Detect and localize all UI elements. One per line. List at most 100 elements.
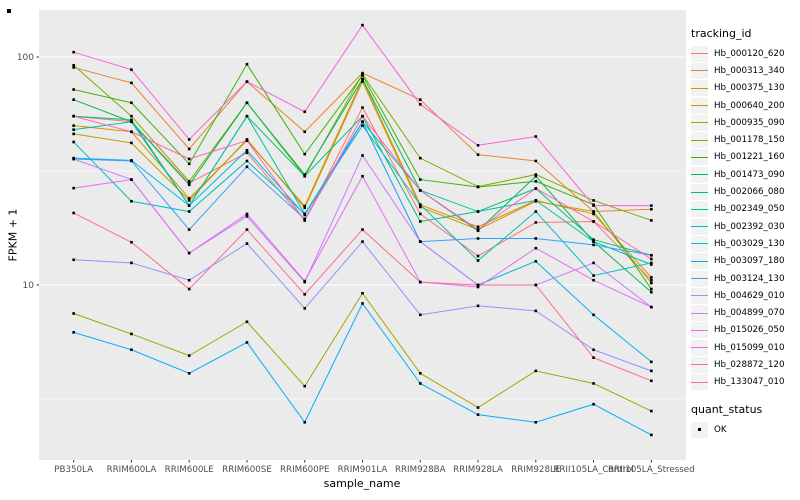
data-point	[418, 205, 422, 209]
legend-item: Hb_003124_130	[691, 270, 799, 287]
data-point	[187, 371, 191, 375]
data-point	[361, 240, 364, 243]
legend-item: Hb_001221_160	[691, 149, 799, 166]
data-point	[130, 332, 133, 336]
data-point	[72, 258, 75, 262]
data-point	[245, 320, 249, 324]
data-point	[245, 101, 249, 105]
legend-key-swatch	[691, 114, 708, 131]
data-point	[303, 307, 307, 310]
data-point	[418, 212, 422, 216]
data-point	[650, 369, 653, 373]
legend-key-swatch	[691, 201, 708, 218]
legend-item: Hb_004629_010	[691, 287, 799, 304]
data-point	[650, 253, 653, 257]
data-point	[592, 204, 595, 207]
data-point	[245, 80, 249, 83]
data-point	[245, 159, 249, 163]
legend-label: Hb_000313_340	[714, 65, 785, 76]
data-point	[650, 257, 653, 261]
legend-key-swatch	[691, 339, 708, 356]
data-point	[72, 312, 75, 315]
data-point	[650, 379, 653, 383]
data-point	[361, 77, 364, 81]
y-tick-label: 100	[17, 53, 34, 63]
legend-key-line-icon	[691, 139, 708, 141]
data-point	[361, 228, 364, 231]
data-point	[650, 276, 653, 279]
data-point	[245, 212, 249, 216]
data-point	[534, 260, 538, 263]
data-point	[534, 187, 538, 190]
data-point	[476, 153, 480, 156]
x-tick-label: RRIM600PE	[280, 465, 329, 475]
legend-item: Hb_000640_200	[691, 97, 799, 114]
data-point	[361, 124, 364, 127]
legend-key-swatch	[691, 132, 708, 149]
legend-key-line-icon	[691, 226, 708, 228]
legend-key-line-icon	[691, 381, 708, 383]
data-point	[592, 238, 595, 242]
data-point	[592, 348, 595, 352]
legend-label: Hb_003124_130	[714, 273, 785, 284]
data-point	[476, 283, 480, 287]
data-point	[130, 68, 133, 71]
data-point	[187, 157, 191, 161]
data-point	[303, 206, 307, 210]
legend-label: Hb_002066_080	[714, 187, 785, 198]
data-point	[476, 304, 480, 308]
data-point	[361, 106, 364, 109]
legend-item: Hb_003029_130	[691, 235, 799, 252]
data-point	[303, 130, 307, 134]
data-point	[303, 110, 307, 114]
legend-key-line-icon	[691, 208, 708, 210]
data-point	[534, 173, 538, 176]
legend-label: Hb_001473_090	[714, 169, 785, 180]
data-point	[650, 409, 653, 413]
x-axis-title: sample_name	[323, 477, 401, 490]
data-point	[187, 251, 191, 255]
data-point	[245, 139, 249, 142]
data-point	[72, 63, 75, 67]
x-tick-label: RRIM600LA	[107, 465, 157, 475]
data-point	[361, 154, 364, 157]
data-point	[418, 220, 422, 223]
panel-background	[39, 10, 686, 460]
data-point	[418, 98, 422, 101]
data-point	[476, 210, 480, 213]
data-point	[72, 88, 75, 91]
data-point	[130, 199, 133, 203]
data-point	[245, 62, 249, 66]
data-point	[187, 197, 191, 200]
data-point	[245, 165, 249, 169]
legend-label: Hb_000375_130	[714, 83, 785, 94]
data-point	[650, 290, 653, 294]
legend-key-line-icon	[691, 156, 708, 158]
x-tick-label: RRIM928BA	[395, 465, 446, 475]
legend-label: Hb_003029_130	[714, 238, 785, 249]
x-tick-label: RRIM928LE	[511, 465, 560, 475]
data-point	[72, 157, 75, 161]
data-point	[592, 382, 595, 385]
data-point	[534, 237, 538, 240]
legend-item: Hb_001178_150	[691, 131, 799, 149]
legend-item-ok: OK	[691, 421, 799, 438]
data-point	[303, 293, 307, 296]
legend-key-line-icon	[691, 191, 708, 193]
data-point	[72, 132, 75, 136]
legend-key-line-icon	[691, 347, 708, 349]
data-point	[418, 103, 422, 106]
x-tick-label: RRII105LA_Control	[553, 465, 634, 475]
legend-key-line-icon	[691, 105, 708, 107]
data-point	[361, 74, 364, 77]
data-point	[361, 174, 364, 178]
legend-key-line-icon	[691, 329, 708, 331]
data-point	[592, 210, 595, 213]
legend-label: Hb_003097_180	[714, 256, 785, 267]
legend-key-line-icon	[691, 87, 708, 89]
legend-key-swatch	[691, 184, 708, 201]
legend-key-line-icon	[691, 174, 708, 176]
data-point	[534, 159, 538, 163]
data-point	[592, 199, 595, 202]
